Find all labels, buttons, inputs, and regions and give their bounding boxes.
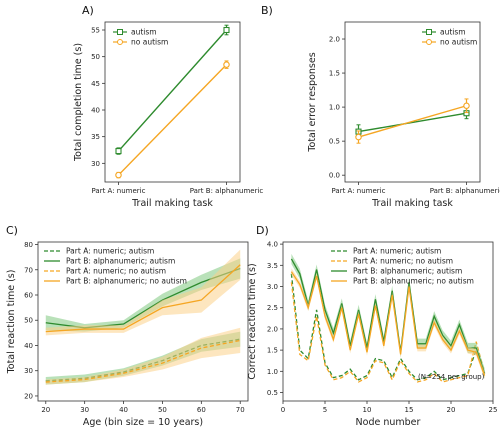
y-tick-label: 1.0 xyxy=(267,368,278,376)
legend-label: autism xyxy=(440,28,466,37)
legend-marker xyxy=(426,39,432,45)
legend-marker xyxy=(117,39,123,45)
y-axis-label: Total error responses xyxy=(307,52,318,152)
series-line xyxy=(358,105,467,138)
y-tick-label: 80 xyxy=(24,241,33,249)
x-tick-label: 70 xyxy=(236,406,245,414)
series-line xyxy=(45,339,241,383)
x-tick-label: Part B: alphanumeric xyxy=(430,187,500,195)
legend-label: Part A: numeric; no autism xyxy=(66,267,166,276)
series-line xyxy=(290,273,486,381)
panel-label: A) xyxy=(82,4,94,17)
legend-label: no autism xyxy=(440,38,477,47)
y-axis-label: Total completion time (s) xyxy=(73,43,84,162)
x-tick-label: 0 xyxy=(281,406,285,414)
x-tick-label: Part A: numeric xyxy=(92,187,146,195)
panel-label: B) xyxy=(261,4,273,17)
y-tick-label: 30 xyxy=(24,367,33,375)
axes-frame xyxy=(104,21,241,183)
y-tick-label: 1.0 xyxy=(329,104,340,112)
x-axis-label: Node number xyxy=(356,417,421,428)
series-line xyxy=(358,112,467,133)
data-point xyxy=(355,133,362,141)
y-tick-label: 1.5 xyxy=(329,70,340,78)
legend-label: Part A: numeric; no autism xyxy=(353,257,453,266)
x-tick-label: 20 xyxy=(41,406,50,414)
legend-label: Part A: numeric; autism xyxy=(66,247,154,256)
y-tick-label: 60 xyxy=(24,292,33,300)
annotation: (N=254 per group) xyxy=(418,373,485,381)
y-tick-label: 50 xyxy=(24,317,33,325)
data-point xyxy=(223,26,230,34)
axes-frame xyxy=(282,241,494,402)
y-tick-label: 2.5 xyxy=(267,304,278,312)
legend-label: Part A: numeric; autism xyxy=(353,247,441,256)
y-tick-label: 2.0 xyxy=(267,325,278,333)
x-tick-label: 40 xyxy=(119,406,128,414)
legend-marker xyxy=(426,29,432,35)
legend-label: no autism xyxy=(131,38,168,47)
y-tick-label: 20 xyxy=(24,392,33,400)
y-tick-label: 3.5 xyxy=(267,262,278,270)
y-tick-label: 4.0 xyxy=(267,241,278,249)
x-tick-label: 10 xyxy=(363,406,372,414)
y-tick-label: 3.0 xyxy=(267,283,278,291)
y-tick-label: 35 xyxy=(91,133,100,141)
x-axis-label: Age (bin size = 10 years) xyxy=(83,417,203,428)
data-point xyxy=(115,148,122,155)
series-line xyxy=(117,64,228,176)
data-point xyxy=(463,102,470,109)
y-tick-label: 55 xyxy=(91,27,100,35)
legend-marker xyxy=(117,29,123,35)
series-line xyxy=(45,264,241,333)
x-tick-label: 15 xyxy=(405,406,414,414)
y-axis-label: Correct reaction time (s) xyxy=(247,263,258,379)
panel-label: D) xyxy=(256,224,269,237)
x-axis-label: Trail making task xyxy=(131,198,213,209)
series-line xyxy=(290,282,486,383)
series-line xyxy=(117,29,228,152)
legend-label: autism xyxy=(131,28,157,37)
y-tick-label: 0.5 xyxy=(329,138,340,146)
x-tick-label: 20 xyxy=(447,406,456,414)
series-line xyxy=(290,271,486,376)
y-tick-label: 0.0 xyxy=(329,172,340,180)
x-tick-label: 25 xyxy=(489,406,498,414)
y-axis-label: Total reaction time (s) xyxy=(6,270,17,375)
x-tick-label: 30 xyxy=(80,406,89,414)
y-tick-label: 0.5 xyxy=(267,389,278,397)
x-axis-label: Trail making task xyxy=(371,198,453,209)
y-tick-label: 50 xyxy=(91,53,100,61)
axes-frame xyxy=(37,241,249,402)
data-point xyxy=(115,171,122,179)
confidence-band xyxy=(45,327,241,385)
y-tick-label: 45 xyxy=(91,80,100,88)
panel-label: C) xyxy=(6,224,18,237)
x-tick-label: Part A: numeric xyxy=(332,187,386,195)
legend-label: Part B: alphanumeric; autism xyxy=(66,257,175,266)
x-tick-label: 50 xyxy=(158,406,167,414)
y-tick-label: 70 xyxy=(24,266,33,274)
x-tick-label: Part B: alphanumeric xyxy=(190,187,264,195)
x-tick-label: 5 xyxy=(323,406,327,414)
data-point xyxy=(223,61,230,68)
y-tick-label: 1.5 xyxy=(267,347,278,355)
y-tick-label: 2.0 xyxy=(329,36,340,44)
x-tick-label: 60 xyxy=(197,406,206,414)
legend-label: Part B: alphanumeric; no autism xyxy=(353,277,474,286)
y-tick-label: 40 xyxy=(91,107,100,115)
y-tick-label: 40 xyxy=(24,342,33,350)
y-tick-label: 30 xyxy=(91,160,100,168)
axes-frame xyxy=(344,21,481,183)
series-line xyxy=(290,258,486,374)
legend-label: Part B: alphanumeric; no autism xyxy=(66,277,187,286)
legend-label: Part B: alphanumeric; autism xyxy=(353,267,462,276)
